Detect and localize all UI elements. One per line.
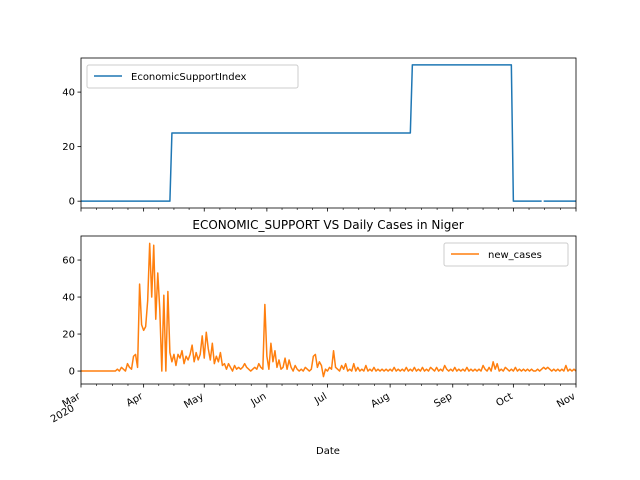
economic-support-panel: 0 20 40 EconomicSupportIndex (62, 57, 577, 212)
top-series-layer (81, 64, 576, 202)
bottom-y-tick-label: 20 (62, 330, 75, 341)
bottom-series-layer (81, 242, 577, 378)
top-legend-box (86, 64, 299, 89)
top-legend: EconomicSupportIndex (86, 64, 299, 89)
bottom-y-tick-label: 0 (69, 367, 75, 378)
bottom-legend-box (443, 242, 569, 267)
bottom-chart-title: ECONOMIC_SUPPORT VS Daily Cases in Niger (192, 218, 463, 232)
top-legend-label: EconomicSupportIndex (131, 72, 247, 83)
series-line-economicsupportindex (81, 64, 576, 202)
top-axes-frame (80, 57, 577, 209)
bottom-axes-frame (80, 235, 577, 385)
bottom-y-tick-label: 60 (62, 256, 75, 267)
series-line-new_cases (81, 242, 577, 378)
bottom-legend: new_cases (443, 242, 569, 267)
top-y-tick-label: 0 (69, 197, 75, 208)
bottom-x-axis-title: Date (316, 446, 340, 457)
top-y-tick-label: 20 (62, 142, 75, 153)
bottom-y-tick-label: 40 (62, 293, 75, 304)
top-y-ticks: 0 20 40 (62, 88, 81, 208)
top-x-ticks (80, 208, 577, 212)
bottom-y-ticks: 0 20 40 60 (62, 256, 81, 378)
bottom-legend-label: new_cases (488, 250, 542, 261)
top-y-tick-label: 40 (62, 88, 75, 99)
